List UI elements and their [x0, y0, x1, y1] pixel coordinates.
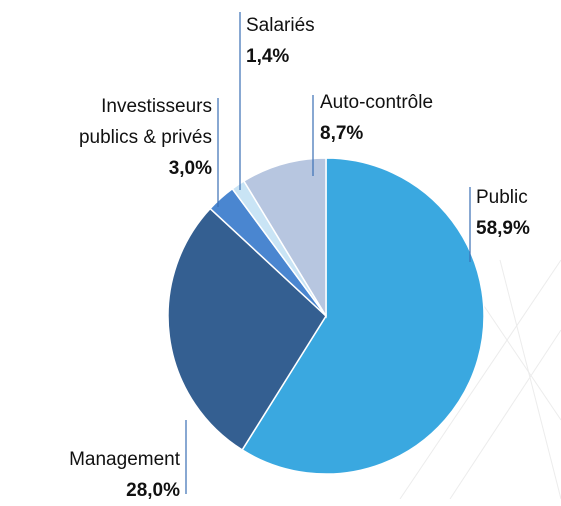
- category-label: Public: [476, 187, 528, 208]
- category-label: Auto-contrôle: [320, 92, 434, 113]
- slice-label: Salariés 1,4%: [246, 10, 315, 72]
- pie-slice: [241, 157, 485, 475]
- pie-slice: [242, 157, 327, 319]
- category-label: Management: [69, 449, 180, 470]
- pie-slice: [167, 207, 327, 451]
- slice-label: Investisseurs publics & privés 3,0%: [0, 91, 212, 184]
- background-decoration: [399, 259, 561, 499]
- value-label: 8,7%: [320, 123, 364, 144]
- value-label: 58,9%: [476, 218, 530, 239]
- value-label: 1,4%: [246, 46, 290, 67]
- value-label: 3,0%: [168, 158, 212, 179]
- value-label: 28,0%: [126, 480, 180, 501]
- slice-label: Management 28,0%: [0, 444, 180, 506]
- slice-label: Auto-contrôle 8,7%: [320, 87, 433, 149]
- slice-label: Public 58,9%: [476, 182, 530, 244]
- category-label: Salariés: [246, 15, 315, 36]
- category-label: Investisseurs publics & privés: [78, 96, 212, 148]
